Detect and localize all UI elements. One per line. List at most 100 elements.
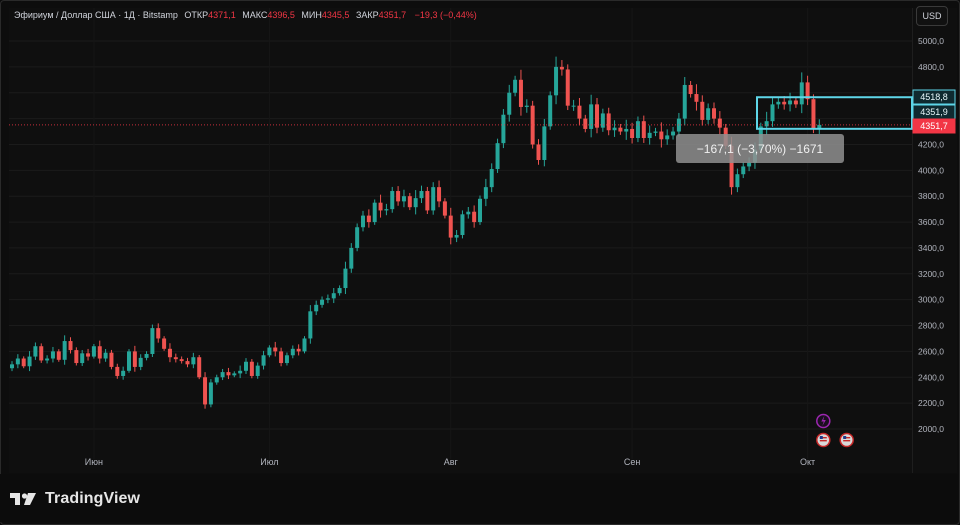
candle-body [483,187,488,199]
month-label: Июн [85,457,103,467]
tradingview-logo[interactable]: TradingView [10,490,140,508]
candle-body [343,268,348,289]
candle-body [361,215,365,228]
y-tick-label: 2600,0 [918,346,944,356]
candle-body [214,377,219,383]
candle-body [653,131,658,133]
candle-body [150,328,155,354]
candle-body [407,196,412,208]
y-tick-label: 3600,0 [918,217,944,227]
candle-body [62,341,67,360]
candle-body [290,348,295,356]
candle-body [91,346,96,357]
candle-body [261,355,266,366]
candle-body [431,187,436,211]
us-flag-stripe [819,440,827,442]
candle-body [495,143,500,170]
candle-body [665,135,670,140]
candle-body [776,101,781,105]
candle-body [325,298,330,300]
candle-body [741,166,746,175]
axis-layer: 2000,0 2200,0 2400,0 2600,0 2800,0 3000,0 3200… [85,36,956,467]
us-flag-stripe [843,437,851,439]
candle-body [612,127,617,131]
candle-body [337,288,342,294]
candle-body [659,131,664,140]
candle-body [10,364,14,369]
y-tick-label: 2000,0 [918,424,944,434]
candle-body [635,121,640,138]
candle-body [238,370,243,374]
candle-body [466,211,471,215]
candle-body [226,372,231,376]
candle-body [682,84,687,119]
candle-body [442,201,447,216]
candle-body [127,351,131,371]
tradingview-logo-icon [10,493,36,505]
us-flag-stripe [819,437,827,439]
candle-body [694,94,699,102]
candle-body [97,346,102,359]
candle-body [378,202,383,211]
candle-body [197,357,202,378]
open-value: 4371,1 [208,10,236,20]
candle-body [349,247,354,269]
open-label: ОТКР [184,10,209,20]
candle-body [273,347,278,352]
high-label: МАКС [242,10,268,20]
y-tick-label: 4200,0 [918,139,944,149]
candle-body [39,346,44,361]
candle-body [401,196,406,202]
candle-body [437,187,442,202]
candle-body [817,124,822,129]
candle-body [571,105,576,107]
y-tick-label: 4800,0 [918,62,944,72]
candle-body [208,382,213,405]
candle-body [132,351,137,367]
candle-body [384,209,389,211]
lightning-glyph [821,416,826,426]
currency-button[interactable]: USD [916,6,948,26]
candle-body [793,100,798,105]
candle-body [15,358,20,365]
month-label: Сен [624,457,641,467]
plot-area[interactable] [9,8,912,473]
symbol-title[interactable]: Эфириум / Доллар США · 1Д · Bitstamp [14,10,178,20]
candle-body [308,311,313,339]
candle-body [706,108,711,120]
candle-body [448,215,453,238]
candle-body [524,105,529,107]
candle-body [805,82,810,100]
candle-body [788,100,793,105]
us-flag-canton [843,436,847,439]
measure-label-box [676,134,844,163]
candle-body [203,377,208,405]
y-tick-label: 2200,0 [918,398,944,408]
candle-body [717,118,722,128]
candle-body [74,350,79,364]
low-label: МИН [301,10,322,20]
price-axis[interactable] [912,8,957,473]
candle-body [220,372,225,378]
y-tick-label: 4000,0 [918,165,944,175]
y-tick-label: 3800,0 [918,191,944,201]
candle-body [156,328,161,339]
candle-body [513,79,518,93]
candle-body [86,353,91,357]
y-tick-label: 3000,0 [918,295,944,305]
candle-body [50,351,55,359]
candle-body [688,84,693,95]
candle-body [173,357,178,360]
price-tag-top: 4518,8 [920,92,948,102]
candle-body [589,104,594,129]
candle-body [712,108,716,119]
candle-body [811,99,816,129]
candle-body [460,214,465,235]
price-tag-mid: 4351,9 [920,107,948,117]
candle-body [595,104,599,128]
candle-body [489,169,494,188]
candle-body [27,356,32,367]
candle-body [419,191,424,199]
candle-body [56,351,61,360]
